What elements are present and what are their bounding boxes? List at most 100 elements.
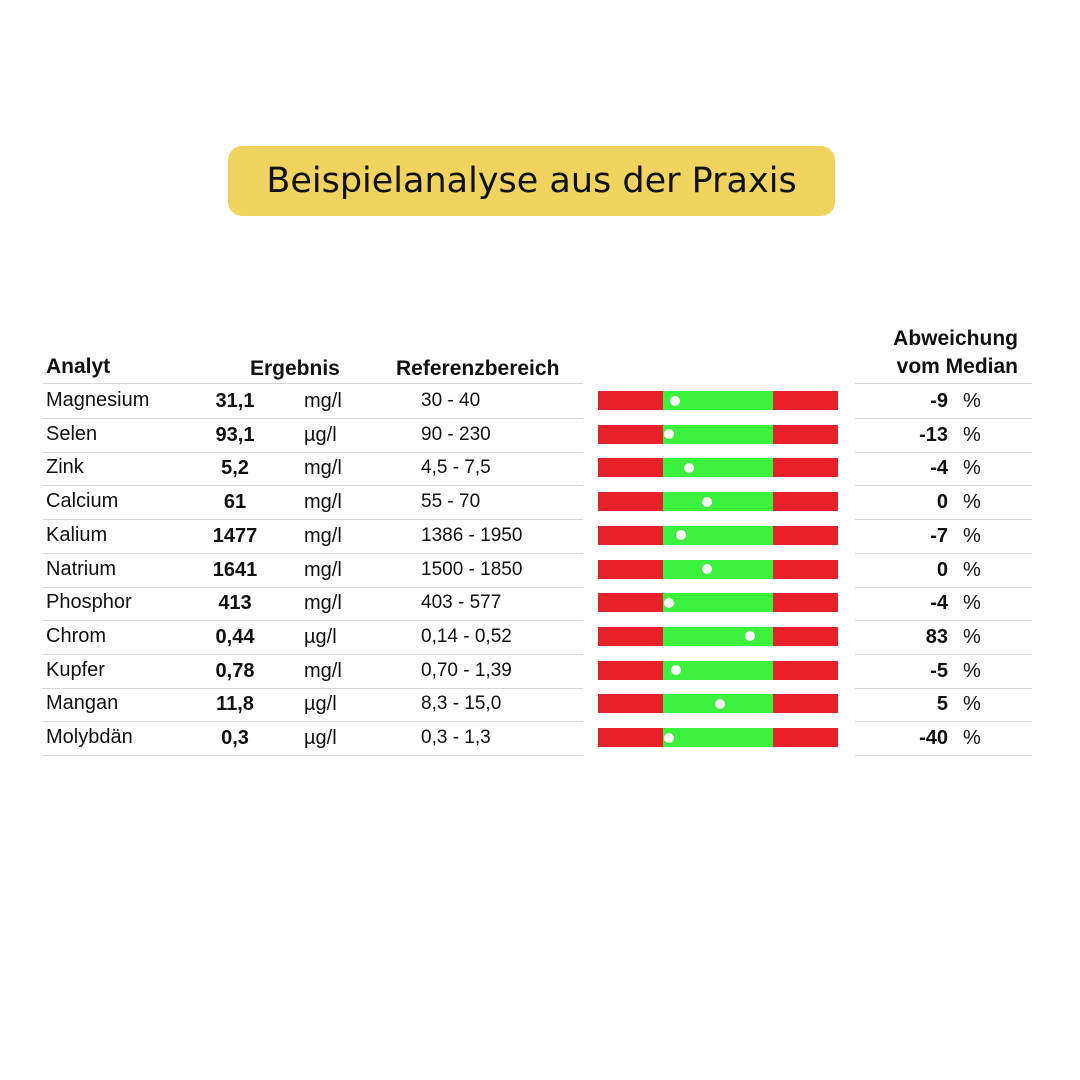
rule <box>855 485 1032 487</box>
reference: 4,5 - 7,5 <box>421 457 491 479</box>
unit: mg/l <box>304 558 342 581</box>
unit: µg/l <box>304 727 337 749</box>
unit: µg/l <box>304 423 337 446</box>
result: 5,2 <box>221 457 249 480</box>
unit: mg/l <box>304 592 342 615</box>
rule <box>42 721 583 723</box>
normal-range <box>663 660 773 680</box>
deviation: -40 <box>919 727 948 749</box>
range-bar <box>598 458 838 478</box>
range-bar <box>598 728 838 747</box>
normal-range <box>663 728 773 747</box>
deviation: 5 <box>936 693 948 716</box>
result: 0,78 <box>215 659 255 682</box>
rule <box>855 653 1032 655</box>
rule <box>855 451 1032 453</box>
reference: 90 - 230 <box>421 423 491 445</box>
rule <box>42 418 583 419</box>
reference: 55 - 70 <box>421 491 481 513</box>
result-marker <box>664 597 675 608</box>
normal-range <box>663 525 773 545</box>
result-marker <box>670 395 681 406</box>
result: 31,1 <box>215 390 255 412</box>
rule <box>855 620 1032 622</box>
range-bar <box>598 424 838 444</box>
result-marker <box>663 429 674 440</box>
reference: 30 - 40 <box>421 390 481 411</box>
unit: mg/l <box>304 491 342 514</box>
percent-sign: % <box>963 524 981 547</box>
percent-sign: % <box>963 693 981 716</box>
reference: 1386 - 1950 <box>421 524 523 546</box>
deviation: 83 <box>925 625 948 648</box>
rule <box>855 519 1032 521</box>
result: 61 <box>223 491 247 514</box>
range-bar <box>598 492 838 512</box>
deviation: -9 <box>930 390 948 412</box>
analyte: Chrom <box>46 624 107 647</box>
reference: 0,70 - 1,39 <box>421 659 512 681</box>
header-analyte: Analyt <box>46 355 111 378</box>
result-marker <box>670 665 681 676</box>
deviation: -7 <box>930 524 948 547</box>
result-marker <box>683 462 694 473</box>
reference: 0,14 - 0,52 <box>421 625 512 647</box>
result: 413 <box>218 592 252 615</box>
analyte: Selen <box>46 422 98 445</box>
percent-sign: % <box>963 625 981 648</box>
unit: µg/l <box>304 625 337 648</box>
analyte: Kalium <box>46 523 108 546</box>
percent-sign: % <box>963 423 981 446</box>
rule <box>855 586 1032 588</box>
range-bar <box>598 593 838 613</box>
range-bar <box>598 391 838 410</box>
range-bar <box>598 660 838 680</box>
analyte: Magnesium <box>46 389 150 411</box>
percent-sign: % <box>963 558 981 581</box>
header-result: Ergebnis <box>250 357 340 380</box>
reference: 1500 - 1850 <box>421 558 523 580</box>
result: 93,1 <box>215 423 255 446</box>
rule <box>855 418 1032 419</box>
percent-sign: % <box>963 592 981 615</box>
deviation: -4 <box>930 592 948 615</box>
deviation: -13 <box>919 423 948 446</box>
result: 0,44 <box>215 625 255 648</box>
header-deviation: vom Median <box>896 355 1018 378</box>
deviation: -4 <box>930 457 948 480</box>
range-bar <box>598 626 838 646</box>
header-deviation: Abweichung <box>893 327 1018 350</box>
normal-range <box>663 492 773 512</box>
rule <box>42 620 583 622</box>
analyte: Molybdän <box>46 726 133 748</box>
range-bar <box>598 694 838 714</box>
rule <box>42 519 583 521</box>
normal-range <box>663 626 773 646</box>
rule <box>855 721 1032 723</box>
rule <box>42 451 583 453</box>
reference: 0,3 - 1,3 <box>421 727 491 748</box>
result-marker <box>715 698 726 709</box>
title: Beispielanalyse aus der Praxis <box>228 146 835 216</box>
result-marker <box>702 564 713 574</box>
unit: mg/l <box>304 390 342 412</box>
header-reference: Referenzbereich <box>396 357 560 380</box>
rule <box>855 755 1032 756</box>
result: 0,3 <box>221 727 249 749</box>
rule <box>42 687 583 689</box>
normal-range <box>663 458 773 478</box>
rule <box>42 552 583 554</box>
rule <box>855 383 1032 384</box>
result-marker <box>675 530 686 541</box>
result: 1477 <box>212 524 258 547</box>
range-bar <box>598 559 838 579</box>
normal-range <box>663 593 773 613</box>
normal-range <box>663 559 773 579</box>
unit: mg/l <box>304 457 342 480</box>
unit: µg/l <box>304 693 337 716</box>
normal-range <box>663 391 773 410</box>
analyte: Phosphor <box>46 591 132 614</box>
rule <box>855 687 1032 689</box>
analyte: Calcium <box>46 490 119 513</box>
